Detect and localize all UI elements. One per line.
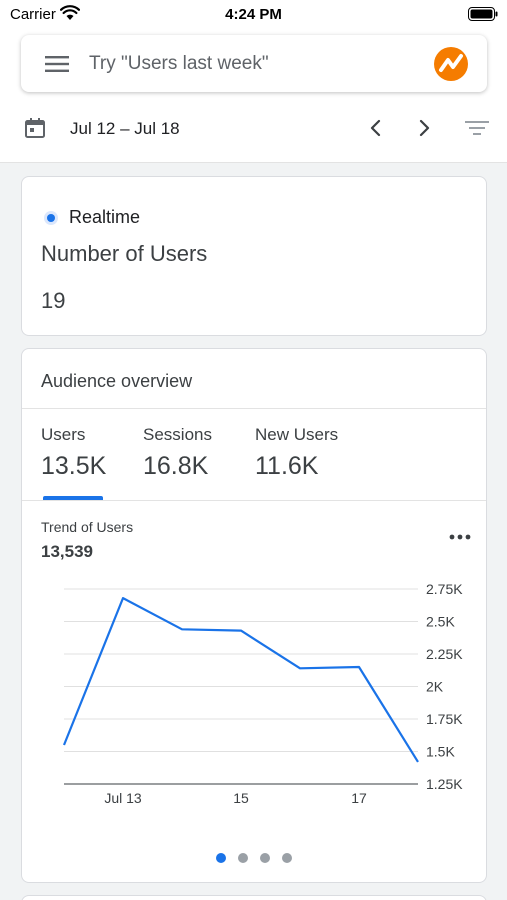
- pager-dot[interactable]: [282, 853, 292, 863]
- realtime-card[interactable]: Realtime Number of Users 19: [21, 176, 487, 336]
- x-tick-label: 17: [351, 790, 367, 806]
- chart-pager[interactable]: [21, 853, 487, 865]
- x-tick-label: Jul 13: [104, 790, 142, 806]
- analytics-logo-icon[interactable]: [433, 46, 469, 82]
- calendar-icon[interactable]: [24, 117, 46, 139]
- y-tick-label: 1.5K: [426, 744, 455, 760]
- pager-dot-active[interactable]: [216, 853, 226, 863]
- tab-label: Sessions: [143, 425, 212, 444]
- tab-value: 16.8K: [143, 452, 209, 480]
- tab-new-users[interactable]: New Users 11.6K: [255, 425, 338, 481]
- search-input[interactable]: Try "Users last week": [89, 53, 269, 74]
- more-options-icon[interactable]: [449, 533, 471, 541]
- realtime-label: Realtime: [69, 207, 141, 227]
- live-indicator-icon: [44, 211, 58, 225]
- trend-total: 13,539: [41, 542, 93, 561]
- filter-icon[interactable]: [464, 116, 490, 140]
- clock: 4:24 PM: [225, 6, 282, 23]
- y-tick-label: 2K: [426, 679, 444, 695]
- y-tick-label: 2.25K: [426, 646, 463, 662]
- users-trend-chart[interactable]: 1.25K 1.5K 1.75K 2K 2.25K 2.5K 2.75K Jul 13 15 17: [21, 570, 487, 810]
- y-tick-label: 1.25K: [426, 776, 463, 792]
- realtime-metric-value: 19: [41, 288, 66, 313]
- y-tick-label: 2.5K: [426, 614, 455, 630]
- trend-label: Trend of Users: [41, 519, 134, 535]
- realtime-metric-name: Number of Users: [41, 241, 208, 266]
- divider: [22, 500, 486, 501]
- search-bar[interactable]: Try "Users last week": [21, 35, 487, 92]
- carrier-label: Carrier: [10, 6, 56, 23]
- y-tick-label: 1.75K: [426, 711, 463, 727]
- chevron-right-icon[interactable]: [412, 116, 436, 140]
- date-range-bar: Jul 12 – Jul 18: [0, 110, 507, 150]
- status-bar: Carrier 4:24 PM: [0, 0, 507, 30]
- divider: [22, 408, 486, 409]
- chevron-left-icon[interactable]: [364, 116, 388, 140]
- users-series-line: [62, 597, 419, 763]
- tab-label: New Users: [255, 425, 339, 444]
- wifi-icon: [60, 5, 80, 20]
- tab-value: 13.5K: [41, 452, 107, 480]
- next-card: [21, 895, 487, 900]
- battery-icon: [468, 7, 498, 21]
- tab-users[interactable]: Users 13.5K: [41, 425, 106, 481]
- app-header: Try "Users last week" Jul 12 – Jul 18: [0, 30, 507, 163]
- x-tick-label: 15: [233, 790, 249, 806]
- card-title: Audience overview: [41, 371, 193, 391]
- selected-tab-indicator: [43, 496, 103, 500]
- y-tick-label: 2.75K: [426, 581, 463, 597]
- menu-icon[interactable]: [45, 54, 69, 74]
- pager-dot[interactable]: [238, 853, 248, 863]
- date-range-label[interactable]: Jul 12 – Jul 18: [70, 119, 180, 138]
- tab-value: 11.6K: [255, 452, 319, 480]
- tab-label: Users: [41, 425, 86, 444]
- pager-dot[interactable]: [260, 853, 270, 863]
- tab-sessions[interactable]: Sessions 16.8K: [143, 425, 212, 481]
- audience-overview-card: Audience overview Users 13.5K Sessions 1…: [21, 348, 487, 883]
